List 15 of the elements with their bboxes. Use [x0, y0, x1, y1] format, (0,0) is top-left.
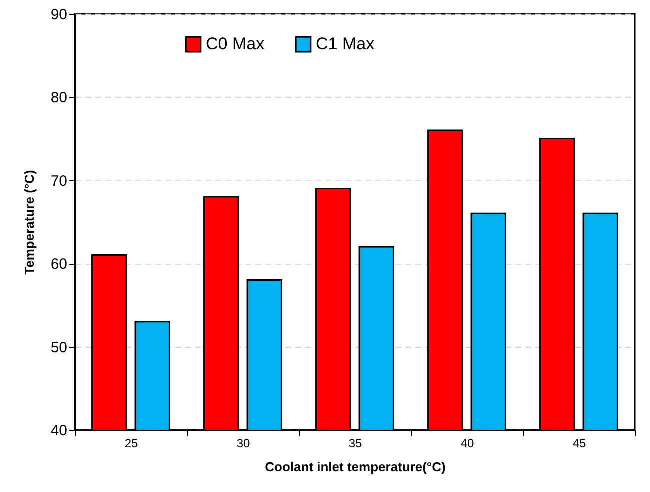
y-tick-label: 60	[50, 256, 68, 274]
x-tick-label: 30	[236, 436, 250, 450]
x-axis-title: Coolant inlet temperature(°C)	[265, 460, 446, 474]
y-tick-label: 80	[50, 90, 68, 107]
y-tick-label: 40	[50, 422, 68, 440]
y-tick-label: 50	[50, 339, 68, 356]
y-axis-title: Temperature (°C)	[22, 170, 37, 275]
y-tick-label: 90	[50, 6, 68, 24]
x-tick-label: 40	[460, 436, 474, 450]
legend-label: C1 Max	[316, 34, 376, 54]
y-tick-label: 70	[50, 172, 68, 190]
x-tick-label: 25	[124, 436, 138, 450]
x-tick-label: 35	[348, 436, 362, 450]
x-tick-label: 45	[572, 436, 586, 450]
legend-label: C0 Max	[206, 34, 266, 54]
